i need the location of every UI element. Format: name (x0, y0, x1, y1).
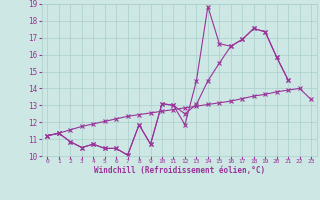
X-axis label: Windchill (Refroidissement éolien,°C): Windchill (Refroidissement éolien,°C) (94, 166, 265, 175)
